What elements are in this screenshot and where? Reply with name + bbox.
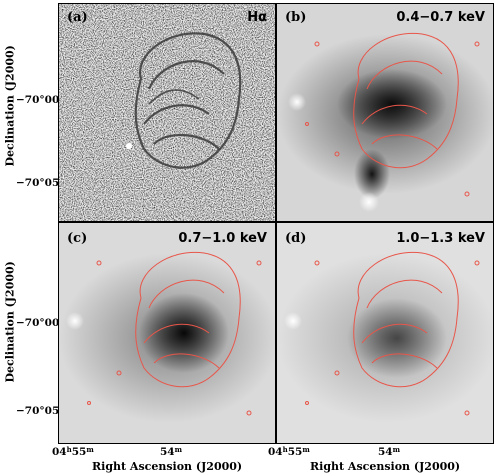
xray-d-image (277, 223, 493, 443)
panel-a-halpha: (a) Hα (58, 3, 276, 222)
x-tick-label: 54m (378, 445, 401, 458)
panel-a-label: (a) (67, 10, 88, 25)
y-tick-label: −70°00′ (16, 317, 63, 329)
x-tick-label: 54m (160, 445, 183, 458)
x-axis-label-right: Right Ascension (J2000) (310, 460, 461, 473)
panel-d-band: 1.0−1.3 keV (396, 231, 485, 246)
panel-b-label: (b) (285, 10, 307, 25)
panel-c-xray-mid: (c) 0.7−1.0 keV (58, 222, 276, 444)
panel-b-band: 0.4−0.7 keV (396, 10, 485, 25)
panel-c-band: 0.7−1.0 keV (178, 231, 267, 246)
x-tick-label: 04h55m (52, 445, 94, 458)
y-tick-label: −70°05′ (16, 177, 63, 189)
panel-a-band: Hα (247, 10, 267, 25)
y-axis-label-top: Declination (J2000) (3, 45, 17, 167)
y-axis-label-bottom: Declination (J2000) (3, 261, 17, 383)
halpha-image (59, 4, 275, 221)
xray-b-image (277, 4, 493, 221)
xray-c-image (59, 223, 275, 443)
x-axis-label-left: Right Ascension (J2000) (92, 460, 243, 473)
panel-d-xray-hard: (d) 1.0−1.3 keV (276, 222, 494, 444)
panel-b-xray-soft: (b) 0.4−0.7 keV (276, 3, 494, 222)
panel-d-label: (d) (285, 231, 307, 246)
y-tick-label: −70°05′ (16, 405, 63, 417)
x-tick-label: 04h55m (268, 445, 310, 458)
y-tick-label: −70°00′ (16, 94, 63, 106)
panel-c-label: (c) (67, 231, 88, 246)
